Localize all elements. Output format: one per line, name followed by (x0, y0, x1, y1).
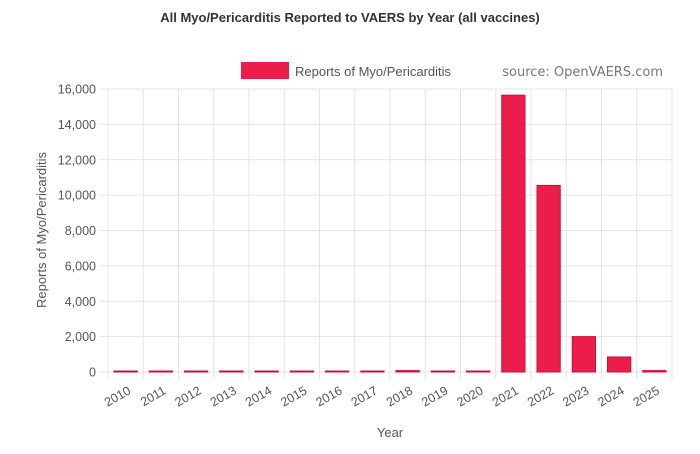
bar (465, 370, 491, 373)
bar (571, 336, 597, 373)
bar (113, 370, 138, 373)
bar (324, 370, 350, 373)
bar (219, 370, 244, 373)
x-tick-label: 2016 (314, 383, 345, 409)
y-tick-label: 10,000 (58, 189, 96, 203)
x-tick-label: 2010 (102, 383, 133, 409)
legend[interactable]: Reports of Myo/Pericarditis (241, 62, 452, 79)
x-tick-label: 2022 (525, 383, 556, 409)
y-tick-label: 8,000 (65, 224, 96, 238)
y-axis-ticks: 0 2,000 4,000 6,000 8,000 10,000 12,000 14,000 1… (58, 83, 96, 380)
bar (183, 370, 209, 373)
legend-swatch (241, 62, 289, 79)
y-tick-label: 6,000 (65, 259, 96, 273)
bar (642, 370, 667, 373)
x-tick-label: 2020 (455, 383, 486, 409)
x-tick-label: 2023 (560, 383, 591, 409)
x-tick-label: 2012 (173, 383, 204, 409)
source-label: source: OpenVAERS.com (502, 65, 663, 80)
y-tick-label: 12,000 (58, 153, 96, 167)
x-axis-ticks: 2010 2011 2012 2013 2014 2015 2016 2017 2018 2019… (102, 383, 662, 409)
bar (148, 370, 174, 373)
x-tick-label: 2021 (490, 383, 521, 409)
y-axis-label: Reports of Myo/Pericarditis (34, 151, 49, 308)
bar (360, 370, 385, 373)
bar (536, 184, 561, 373)
chart-title: All Myo/Pericarditis Reported to VAERS b… (160, 10, 540, 25)
x-tick-label: 2019 (419, 383, 450, 409)
x-tick-label: 2014 (243, 383, 274, 409)
x-tick-label: 2017 (349, 383, 380, 409)
bar (289, 370, 315, 373)
bar (395, 370, 420, 373)
y-tick-label: 0 (89, 366, 96, 380)
x-tick-label: 2013 (208, 383, 239, 409)
x-tick-label: 2025 (631, 383, 662, 409)
x-tick-label: 2011 (138, 383, 168, 409)
bar (606, 356, 632, 373)
x-tick-label: 2024 (596, 383, 627, 409)
bar (254, 370, 279, 373)
gridlines (100, 88, 673, 379)
y-tick-label: 4,000 (65, 295, 96, 309)
y-tick-label: 16,000 (58, 83, 96, 97)
y-tick-label: 14,000 (58, 118, 96, 132)
x-tick-label: 2018 (384, 383, 415, 409)
x-tick-label: 2015 (278, 383, 309, 409)
legend-label: Reports of Myo/Pericarditis (295, 64, 452, 79)
bars (113, 94, 667, 373)
bar (501, 94, 526, 373)
x-axis-label: Year (377, 425, 404, 440)
bar (430, 370, 456, 373)
y-tick-label: 2,000 (65, 330, 96, 344)
